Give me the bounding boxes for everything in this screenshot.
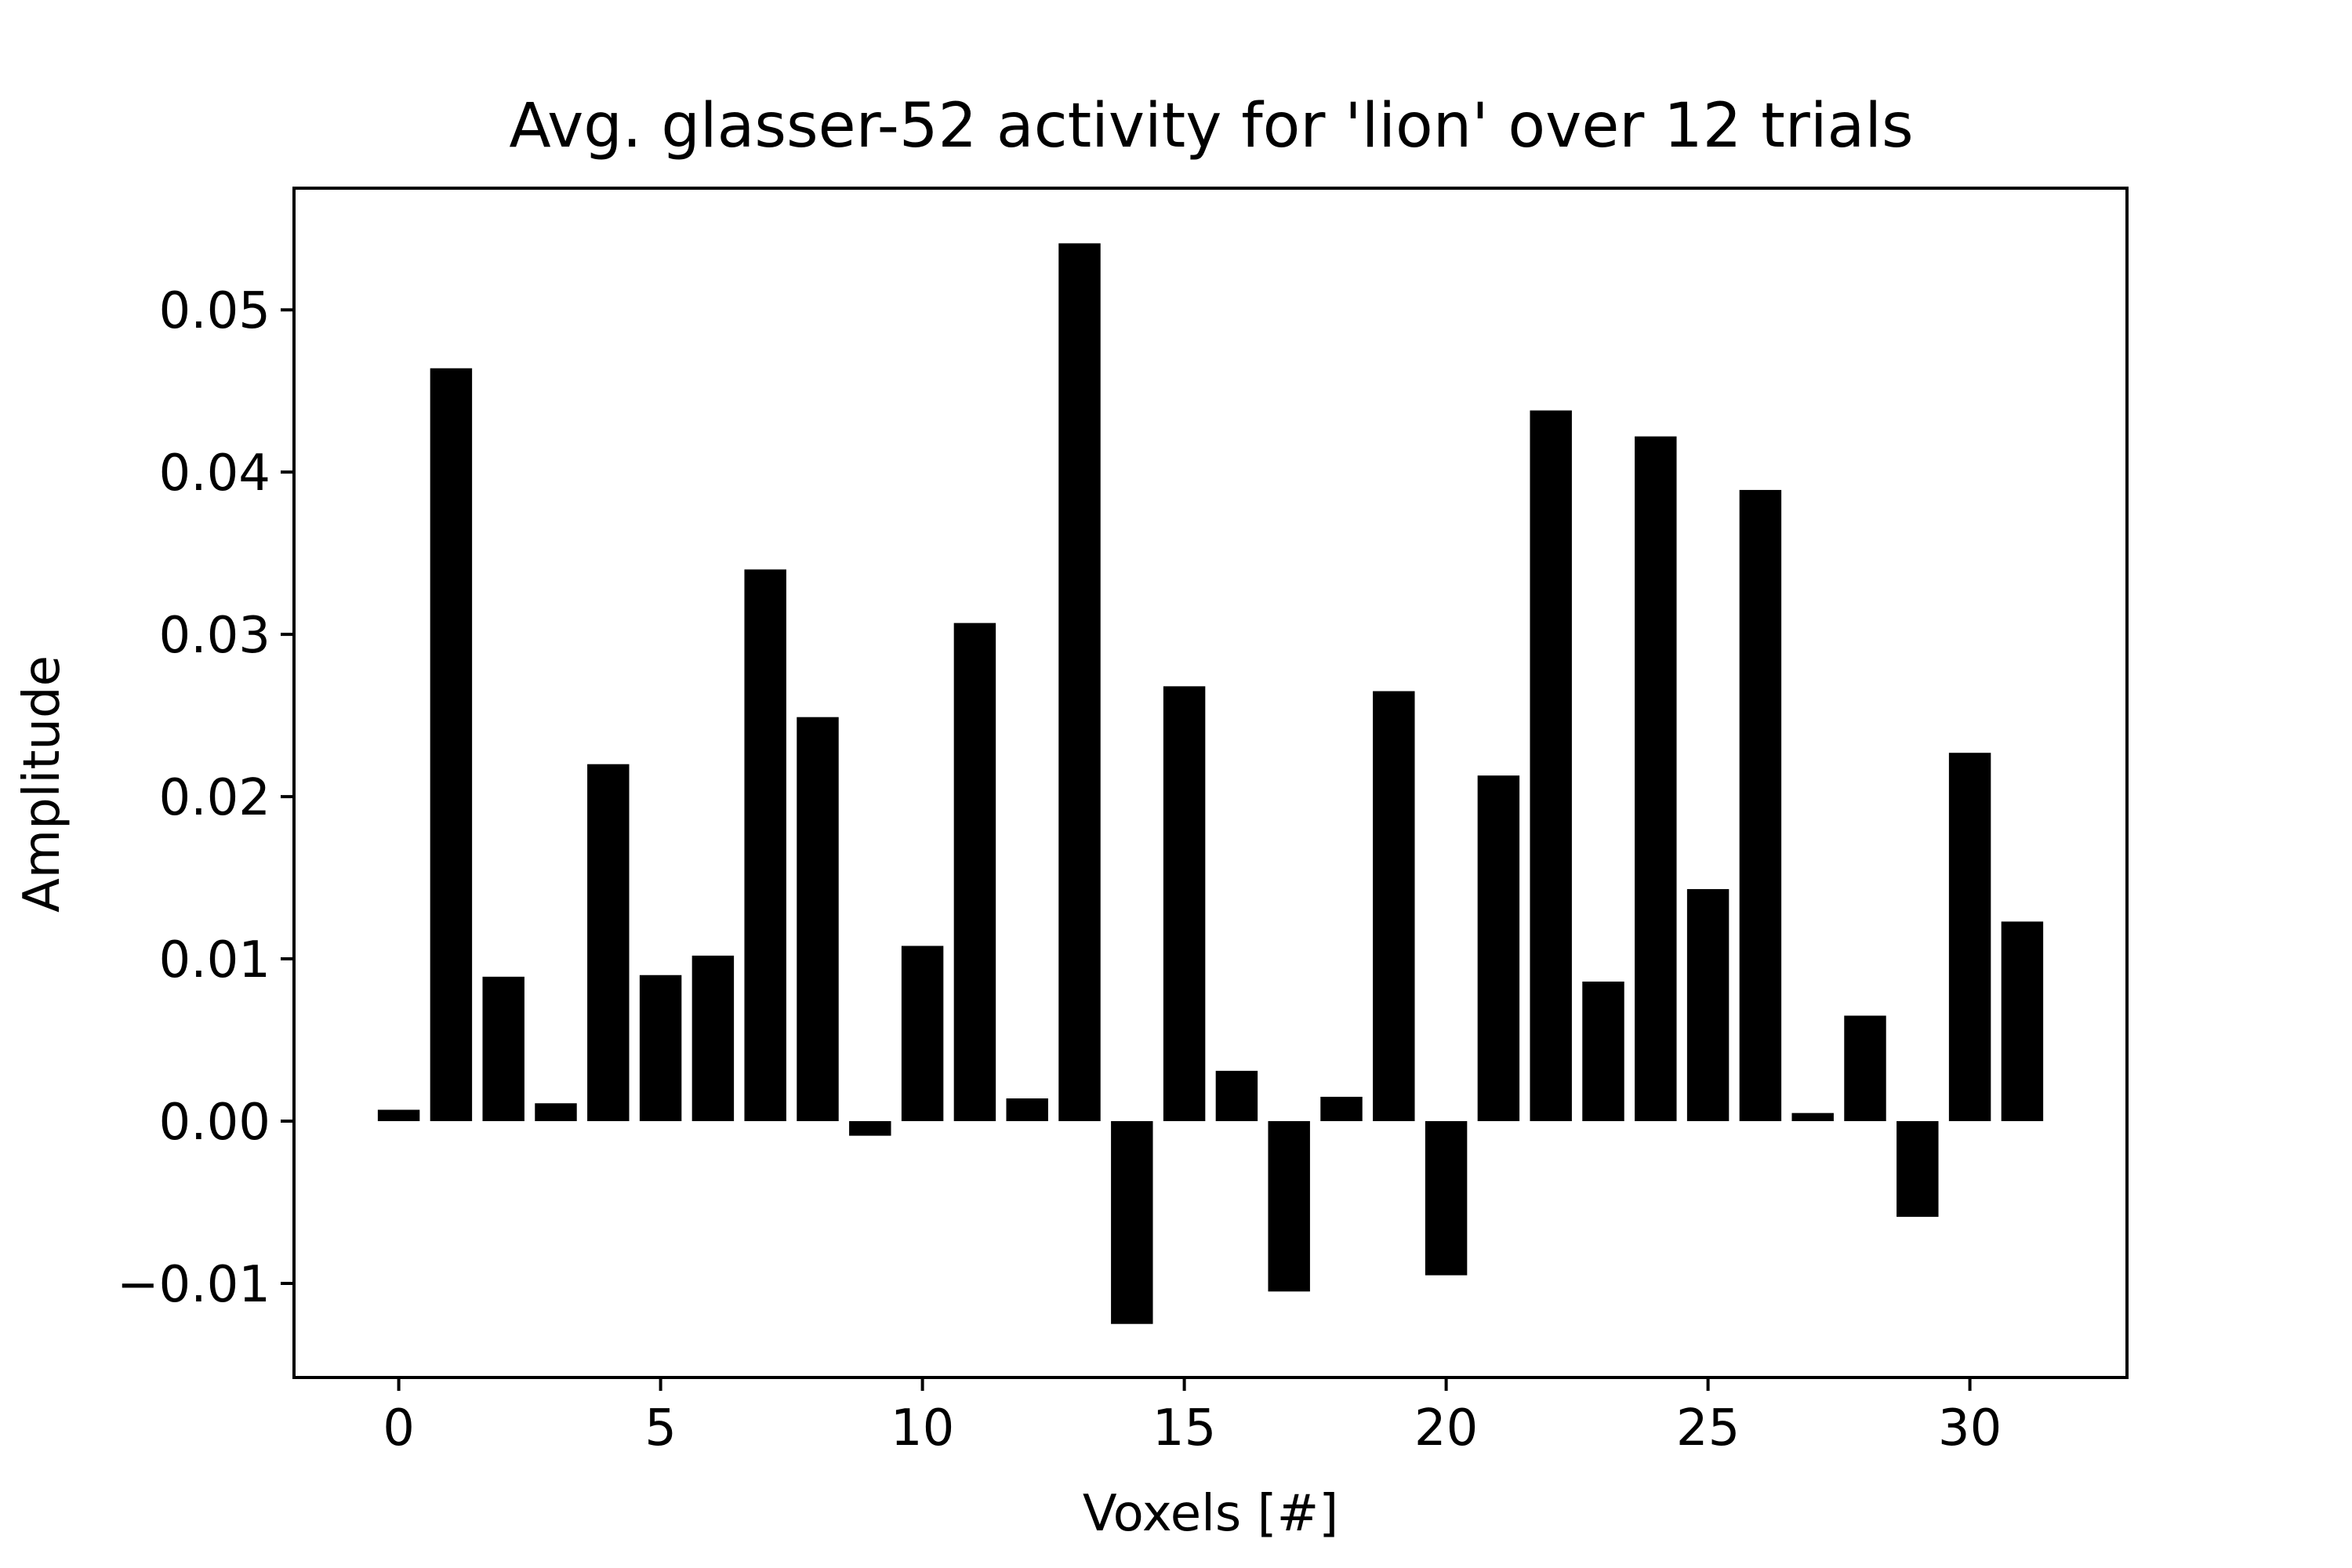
x-axis-ticks: 0 5 10 15 20 25 30 bbox=[383, 1377, 2002, 1457]
y-tick-label: 0.01 bbox=[159, 931, 271, 989]
bar-voxel-11 bbox=[953, 622, 996, 1122]
bar-voxel-22 bbox=[1530, 410, 1572, 1122]
bar-voxel-13 bbox=[1058, 243, 1101, 1122]
bar-voxel-27 bbox=[1791, 1112, 1834, 1122]
plot-frame bbox=[292, 187, 2129, 1379]
bar-voxel-9 bbox=[849, 1121, 891, 1136]
bar-voxel-31 bbox=[2001, 921, 2044, 1122]
bar-voxel-24 bbox=[1635, 436, 1677, 1122]
bar-voxel-4 bbox=[587, 764, 630, 1122]
x-axis-label: Voxels [#] bbox=[1083, 1485, 1338, 1543]
y-axis-ticks: −0.01 0.00 0.01 0.02 0.03 0.04 0.05 bbox=[117, 282, 294, 1314]
bar-voxel-8 bbox=[797, 717, 839, 1122]
bar-voxel-25 bbox=[1686, 889, 1730, 1122]
bar-voxel-1 bbox=[430, 368, 473, 1122]
bar-voxel-21 bbox=[1477, 775, 1520, 1122]
y-tick-label: 0.02 bbox=[159, 769, 271, 827]
x-tick-label: 5 bbox=[644, 1399, 677, 1457]
bar-voxel-2 bbox=[482, 976, 524, 1122]
x-tick-label: 30 bbox=[1938, 1399, 2002, 1457]
bar-voxel-30 bbox=[1948, 753, 1991, 1122]
chart-title: Avg. glasser-52 activity for 'lion' over… bbox=[509, 91, 1913, 162]
y-tick-label: 0.00 bbox=[159, 1094, 271, 1152]
bar-voxel-3 bbox=[535, 1103, 577, 1122]
bars-layer bbox=[377, 243, 2044, 1324]
y-tick-label: 0.05 bbox=[159, 282, 271, 340]
x-tick-label: 15 bbox=[1152, 1399, 1216, 1457]
bar-voxel-5 bbox=[639, 975, 682, 1122]
bar-voxel-18 bbox=[1320, 1096, 1363, 1122]
bar-voxel-23 bbox=[1582, 982, 1624, 1122]
bar-voxel-6 bbox=[691, 955, 735, 1122]
x-tick-label: 0 bbox=[383, 1399, 415, 1457]
y-tick-label: 0.03 bbox=[159, 607, 271, 665]
bar-voxel-12 bbox=[1006, 1098, 1048, 1122]
bar-voxel-10 bbox=[901, 946, 944, 1122]
bar-voxel-26 bbox=[1739, 489, 1782, 1122]
x-tick-label: 20 bbox=[1414, 1399, 1478, 1457]
bar-voxel-28 bbox=[1844, 1015, 1886, 1122]
bar-voxel-14 bbox=[1111, 1121, 1153, 1324]
bar-voxel-15 bbox=[1163, 686, 1206, 1122]
bar-voxel-0 bbox=[377, 1109, 420, 1122]
y-axis-label: Amplitude bbox=[13, 655, 71, 913]
x-tick-label: 25 bbox=[1676, 1399, 1740, 1457]
bar-voxel-19 bbox=[1373, 691, 1415, 1122]
bar-voxel-7 bbox=[744, 569, 786, 1122]
bar-voxel-17 bbox=[1268, 1121, 1310, 1292]
bar-voxel-29 bbox=[1896, 1121, 1939, 1218]
y-tick-label: 0.04 bbox=[159, 445, 271, 503]
bar-voxel-20 bbox=[1425, 1121, 1468, 1276]
x-tick-label: 10 bbox=[891, 1399, 954, 1457]
y-tick-label: −0.01 bbox=[117, 1256, 270, 1314]
bar-voxel-16 bbox=[1215, 1070, 1258, 1122]
